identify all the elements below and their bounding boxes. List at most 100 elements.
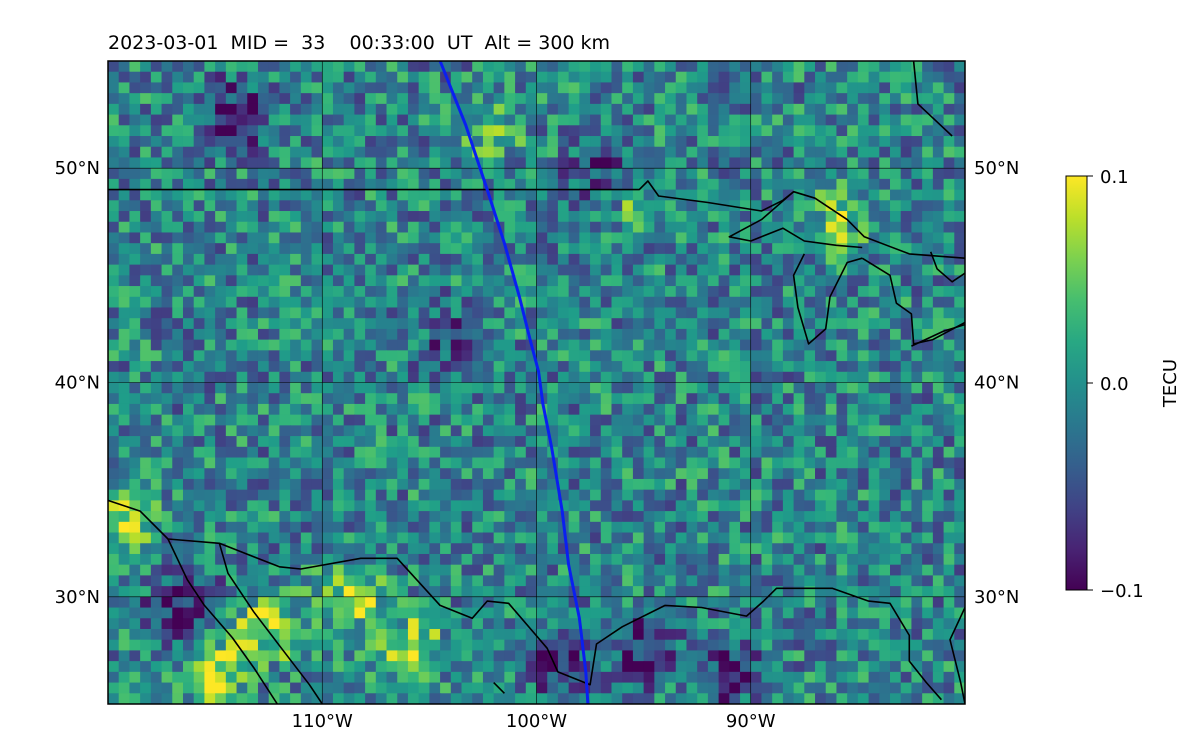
heatmap-cell: [772, 682, 784, 694]
heatmap-cell: [375, 253, 388, 266]
heatmap-cell: [590, 136, 602, 148]
heatmap-cell: [847, 221, 859, 234]
heatmap-cell: [847, 596, 859, 609]
heatmap-cell: [632, 61, 645, 73]
heatmap-cell: [536, 553, 548, 566]
heatmap-cell: [547, 382, 559, 394]
heatmap-cell: [879, 661, 891, 673]
heatmap-cell: [322, 93, 334, 105]
heatmap-cell: [257, 457, 270, 469]
heatmap-cell: [654, 564, 666, 576]
heatmap-cell: [236, 371, 248, 384]
heatmap-cell: [707, 82, 720, 94]
heatmap-cell: [450, 596, 463, 609]
heatmap-cell: [579, 168, 591, 180]
coastlines: [108, 61, 965, 704]
heatmap-cell: [729, 178, 741, 191]
heatmap-cell: [140, 189, 152, 201]
heatmap-cell: [536, 586, 548, 598]
heatmap-cell: [622, 200, 634, 212]
heatmap-cell: [332, 596, 345, 609]
heatmap-cell: [568, 211, 580, 223]
heatmap-cell: [525, 521, 538, 534]
heatmap-cell: [932, 628, 945, 641]
heatmap-cell: [793, 296, 805, 309]
heatmap-cell: [504, 468, 516, 480]
heatmap-cell: [922, 211, 934, 223]
heatmap-cell: [954, 639, 965, 652]
heatmap-cell: [857, 318, 870, 330]
heatmap-cell: [857, 275, 870, 287]
heatmap-cell: [675, 553, 688, 566]
heatmap-cell: [504, 178, 516, 191]
heatmap-cell: [922, 543, 934, 555]
heatmap-cell: [525, 393, 538, 405]
heatmap-cell: [108, 136, 120, 148]
heatmap-cell: [461, 328, 473, 341]
heatmap-cell: [622, 93, 634, 105]
heatmap-cell: [407, 639, 420, 652]
heatmap-cell: [204, 361, 216, 373]
heatmap-cell: [632, 650, 645, 662]
heatmap-cell: [118, 275, 131, 287]
heatmap-cell: [161, 157, 173, 169]
heatmap-cell: [343, 468, 355, 480]
heatmap-cell: [172, 532, 184, 544]
heatmap-cell: [815, 61, 827, 73]
heatmap-cell: [268, 243, 280, 255]
heatmap-cell: [590, 478, 602, 491]
heatmap-cell: [943, 618, 955, 630]
heatmap-cell: [504, 489, 516, 501]
heatmap-cell: [675, 457, 688, 469]
heatmap-cell: [108, 286, 120, 298]
heatmap-cell: [590, 618, 602, 630]
heatmap-cell: [932, 211, 945, 223]
heatmap-cell: [332, 628, 345, 641]
heatmap-cell: [161, 93, 173, 105]
heatmap-cell: [761, 200, 773, 212]
heatmap-cell: [782, 93, 795, 105]
heatmap-cell: [493, 371, 505, 384]
heatmap-cell: [397, 232, 409, 244]
heatmap-cell: [343, 361, 355, 373]
heatmap-cell: [761, 511, 773, 523]
heatmap-cell: [182, 543, 195, 555]
heatmap-cell: [332, 211, 345, 223]
heatmap-cell: [257, 532, 270, 544]
heatmap-cell: [729, 275, 741, 287]
heatmap-cell: [611, 618, 623, 630]
heatmap-cell: [697, 425, 709, 437]
heatmap-cell: [482, 114, 495, 126]
heatmap-cell: [118, 436, 131, 448]
heatmap-cell: [632, 243, 645, 255]
heatmap-cell: [879, 393, 891, 405]
heatmap-cell: [547, 543, 559, 555]
heatmap-cell: [643, 403, 655, 416]
heatmap-cell: [750, 586, 763, 598]
heatmap-cell: [182, 61, 195, 73]
heatmap-cell: [525, 136, 538, 148]
heatmap-cell: [375, 628, 388, 641]
heatmap-cell: [118, 478, 131, 491]
coastline: [861, 257, 965, 345]
heatmap-cell: [847, 532, 859, 544]
heatmap-cell: [568, 350, 580, 362]
heatmap-cell: [879, 553, 891, 566]
heatmap-cell: [868, 264, 880, 276]
heatmap-cell: [675, 500, 688, 512]
heatmap-cell: [375, 468, 388, 480]
heatmap-cell: [847, 71, 859, 84]
heatmap-cell: [343, 136, 355, 148]
heatmap-cell: [257, 146, 270, 159]
colorbar: 0.10.0−0.1 TECU: [1065, 167, 1181, 602]
heatmap-cell: [825, 596, 838, 609]
heatmap-cell: [482, 682, 495, 694]
heatmap-cell: [622, 275, 634, 287]
heatmap-cell: [954, 157, 965, 169]
heatmap-cell: [879, 339, 891, 351]
heatmap-cell: [429, 425, 441, 437]
heatmap-cell: [429, 393, 441, 405]
heatmap-cell: [675, 564, 688, 576]
heatmap-cell: [515, 232, 527, 244]
heatmap-cell: [129, 189, 141, 201]
